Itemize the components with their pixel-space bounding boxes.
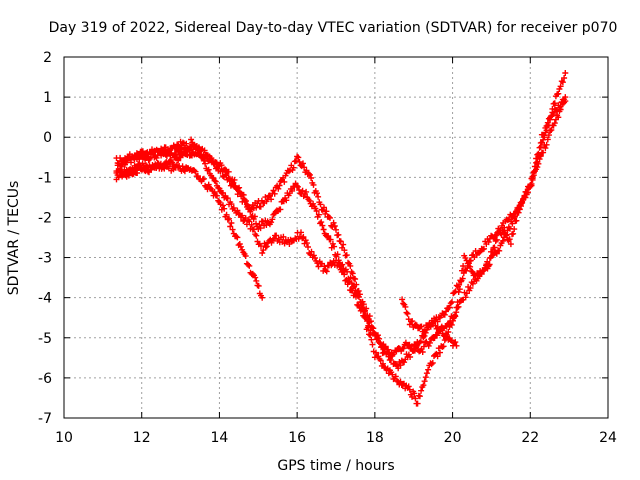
x-tick-label: 18 bbox=[366, 430, 384, 446]
series-markers bbox=[113, 70, 569, 407]
y-tick-label: -4 bbox=[38, 291, 52, 307]
y-tick-label: 2 bbox=[43, 50, 52, 66]
y-tick-label: -1 bbox=[38, 170, 52, 186]
series-track-d bbox=[113, 160, 266, 301]
x-axis-label: GPS time / hours bbox=[277, 458, 394, 474]
grid-lines bbox=[64, 57, 608, 418]
x-tick-label: 24 bbox=[599, 430, 617, 446]
y-tick-label: -6 bbox=[38, 371, 52, 387]
series-track-b bbox=[113, 94, 569, 372]
y-tick-label: 0 bbox=[43, 130, 52, 146]
x-tick-label: 16 bbox=[288, 430, 306, 446]
series-track-e bbox=[399, 296, 460, 349]
plot-frame bbox=[63, 56, 609, 419]
x-tick-label: 22 bbox=[521, 430, 539, 446]
series-markers bbox=[399, 296, 460, 349]
x-tick-label: 14 bbox=[211, 430, 229, 446]
x-tick-label: 20 bbox=[444, 430, 462, 446]
y-tick-label: -5 bbox=[38, 331, 52, 347]
data-series bbox=[113, 70, 569, 407]
series-markers bbox=[113, 160, 266, 301]
chart-title: Day 319 of 2022, Sidereal Day-to-day VTE… bbox=[49, 20, 618, 36]
y-tick-label: 1 bbox=[43, 90, 52, 106]
x-tick-label: 12 bbox=[133, 430, 151, 446]
x-tick-label: 10 bbox=[55, 430, 73, 446]
y-tick-label: -3 bbox=[38, 251, 52, 267]
y-tick-label: -2 bbox=[38, 210, 52, 226]
series-track-c bbox=[113, 70, 569, 407]
y-axis-label: SDTVAR / TECUs bbox=[6, 181, 22, 296]
y-tick-label: -7 bbox=[38, 411, 52, 427]
series-markers bbox=[113, 94, 569, 372]
